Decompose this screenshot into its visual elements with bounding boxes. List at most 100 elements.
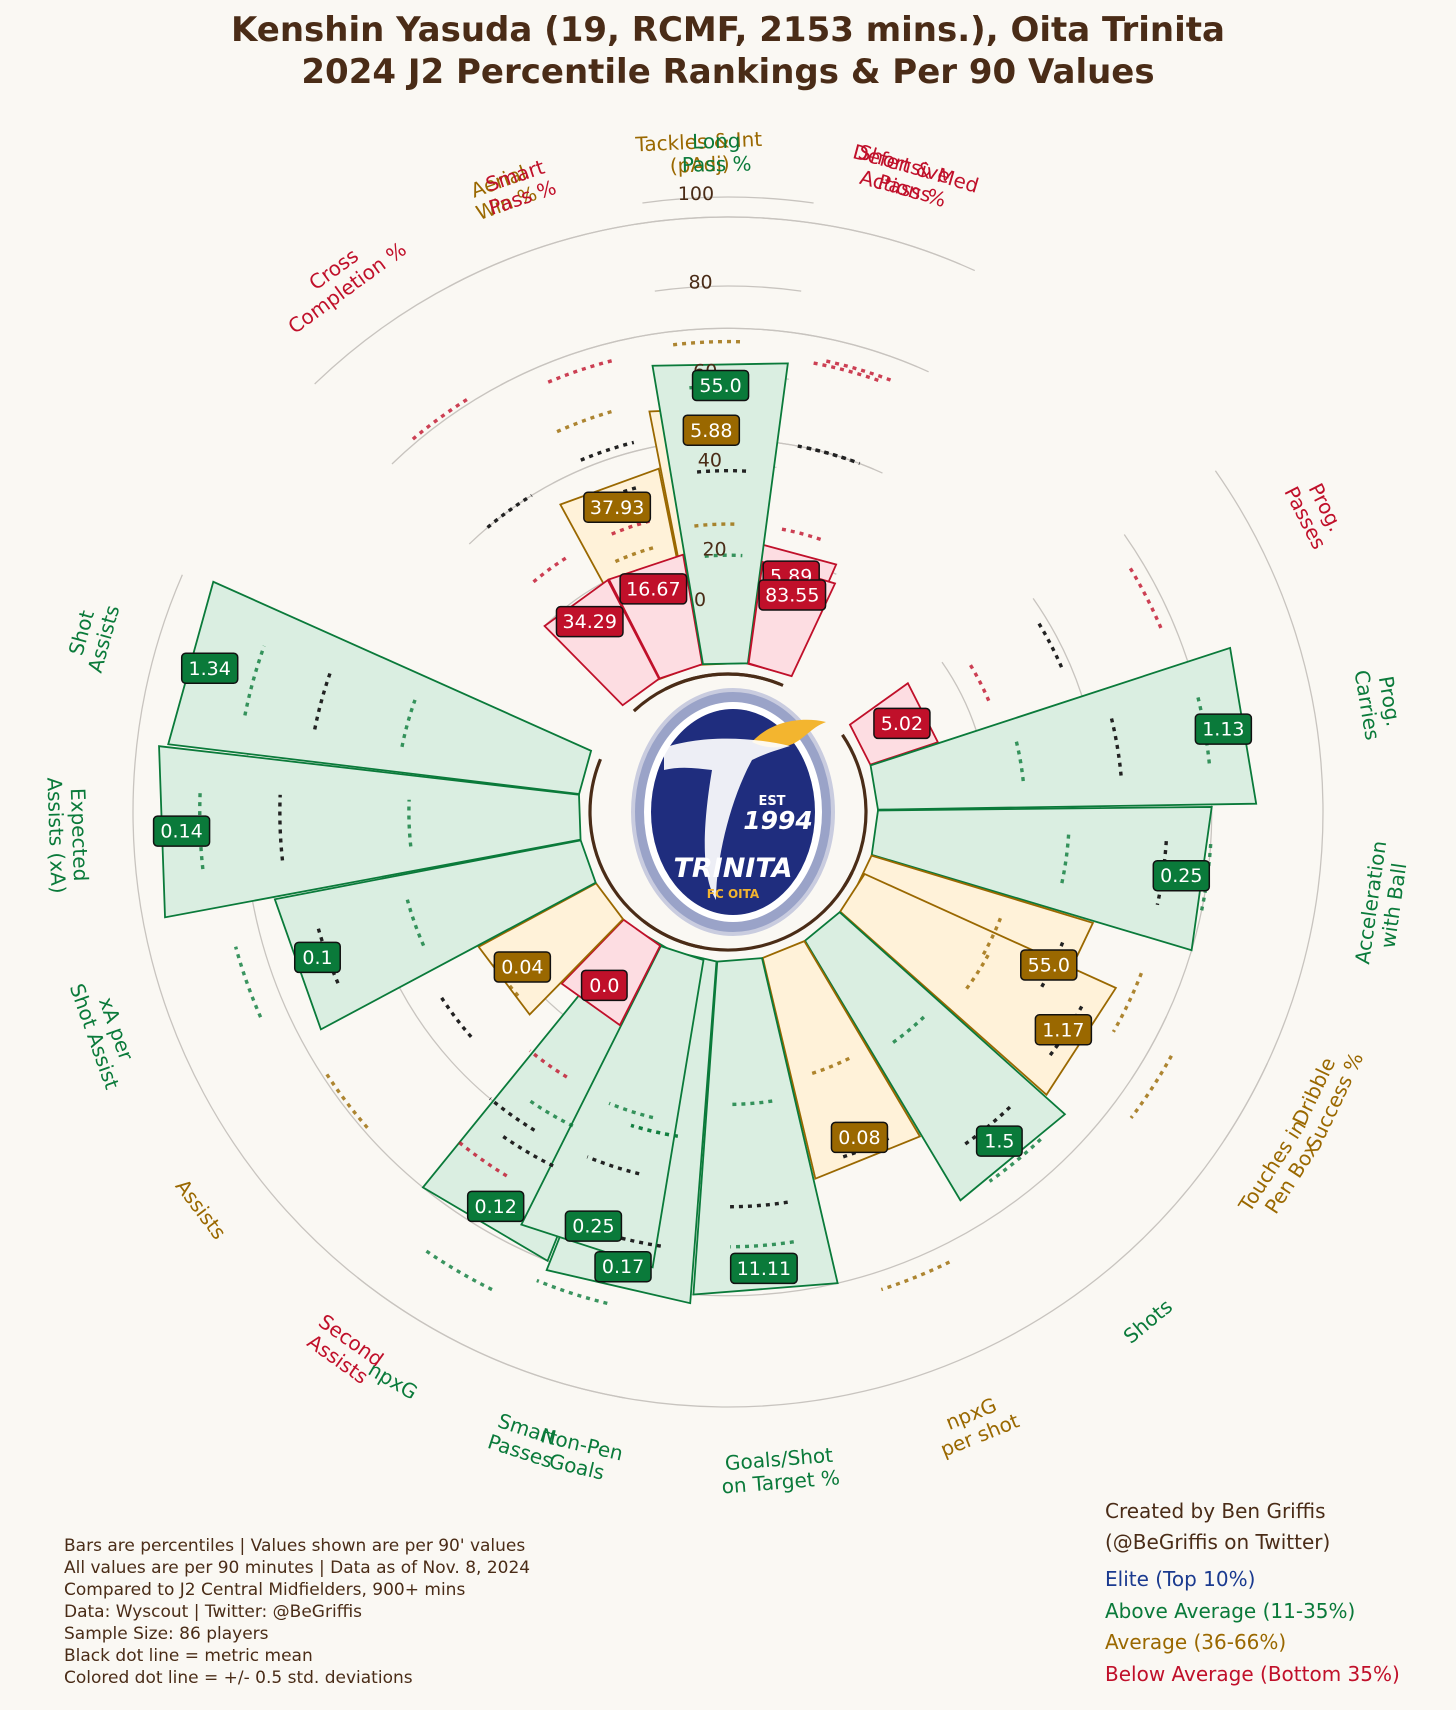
sd-low-dot-line <box>528 1049 568 1079</box>
sd-low-dot-line <box>890 1015 926 1045</box>
metric-label: CrossCompletion % <box>270 218 411 338</box>
gridline-arc <box>1214 470 1324 1141</box>
value-box <box>180 652 239 685</box>
club-logo: EST 1994 TRINITA FC OITA <box>631 688 835 936</box>
note-line: Black dot line = metric mean <box>64 1646 313 1666</box>
sd-low-dot-line <box>969 664 991 703</box>
mean-dot-line <box>278 794 285 861</box>
bar-xa-per-shot-assist <box>273 839 597 1031</box>
value-box <box>580 969 628 1002</box>
metric-label: Goals/Shoton Target % <box>719 1442 841 1498</box>
value-box <box>1034 1014 1093 1046</box>
mean-dot-line <box>1037 622 1065 672</box>
mean-dot-line <box>439 995 473 1038</box>
value-box <box>555 605 624 638</box>
bar-expected-assists-(xa) <box>158 745 582 919</box>
note-line: Compared to J2 Central Midfielders, 900+… <box>64 1580 466 1600</box>
credit-line: Created by Ben Griffis <box>1105 1499 1326 1523</box>
sd-low-dot-line <box>1059 834 1071 885</box>
group-arc-creating <box>588 758 702 950</box>
sd-low-dot-line <box>980 917 1003 958</box>
gridline-arc <box>391 327 929 465</box>
value-label: 1.13 <box>1202 719 1244 741</box>
value-label: 83.55 <box>765 584 819 606</box>
metric-label: LongPass % <box>681 128 751 176</box>
value-label: 37.93 <box>590 497 644 519</box>
value-label: 5.88 <box>690 420 732 442</box>
metric-label: ExpectedAssists (xA) <box>42 776 93 894</box>
group-arc-carrying <box>841 733 868 888</box>
value-label: 0.12 <box>475 1196 517 1218</box>
sd-low-dot-line <box>400 699 417 748</box>
sd-low-dot-line <box>1014 741 1026 785</box>
mean-dot-line <box>806 446 861 466</box>
mean-dot-line <box>1109 718 1123 776</box>
metric-label: Prog.Carries <box>1349 664 1407 741</box>
sd-low-dot-line <box>963 954 990 993</box>
svg-text:1994: 1994 <box>743 806 813 835</box>
gridline-arc <box>654 285 802 292</box>
sd-high-dot-line <box>1199 843 1213 915</box>
sd-high-dot-line <box>1129 1054 1173 1119</box>
value-label: 0.04 <box>501 956 543 978</box>
sd-low-dot-line <box>611 518 654 536</box>
tick-label: 40 <box>698 449 722 471</box>
legend-item-below: Below Average (Bottom 35%) <box>1105 1661 1400 1686</box>
credit-line: (@BeGriffis on Twitter) <box>1105 1530 1331 1554</box>
value-label: 0.25 <box>572 1216 614 1238</box>
value-box <box>564 1210 623 1242</box>
value-label: 1.17 <box>1042 1019 1084 1041</box>
metric-label: SmartPasses <box>485 1407 563 1472</box>
svg-text:FC OITA: FC OITA <box>707 887 760 901</box>
sd-high-dot-line <box>411 395 472 441</box>
sd-high-dot-line <box>423 1248 493 1292</box>
value-box <box>830 1121 889 1154</box>
sd-high-dot-line <box>454 1138 508 1178</box>
value-label: 1.5 <box>984 1131 1014 1153</box>
sd-high-dot-line <box>536 1278 608 1306</box>
sd-high-dot-line <box>672 339 743 347</box>
tick-label: 0 <box>694 589 706 611</box>
note-line: Data: Wyscout | Twitter: @BeGriffis <box>64 1602 362 1622</box>
sd-high-dot-line <box>813 361 879 382</box>
gridline-arc <box>642 196 814 204</box>
metric-label: Shots <box>1119 1294 1177 1348</box>
sd-low-dot-line <box>608 1101 654 1120</box>
metric-label: xA perShot Assist <box>65 973 146 1093</box>
mean-dot-line <box>313 669 333 730</box>
value-label: 34.29 <box>563 611 617 633</box>
metric-bars <box>158 362 1258 1305</box>
bar-prog.-carries <box>869 646 1258 811</box>
mean-dot-line <box>730 1200 788 1209</box>
mean-dot-line <box>586 1155 640 1176</box>
sd-high-dot-line <box>556 409 615 434</box>
value-box <box>1152 859 1211 892</box>
bar-goals/shot-on-target-% <box>692 957 839 1296</box>
svg-text:TRINITA: TRINITA <box>673 853 792 884</box>
value-box <box>619 573 688 605</box>
tier-legend: Elite (Top 10%) Above Average (11-35%) Ave… <box>1105 1564 1400 1690</box>
sd-high-dot-line <box>988 1137 1042 1183</box>
note-line: All values are per 90 minutes | Data as … <box>64 1558 531 1578</box>
sd-low-dot-line <box>694 522 737 528</box>
value-label: 0.14 <box>160 821 202 843</box>
value-label: 0.0 <box>589 975 619 997</box>
sd-high-dot-line <box>323 1070 369 1129</box>
metric-label: ShotAssists <box>61 596 125 675</box>
mean-dot-line <box>315 923 340 984</box>
gridline-arc <box>132 574 625 1399</box>
sd-low-dot-line <box>532 554 571 584</box>
value-label: 1.34 <box>189 658 231 680</box>
value-label: 11.11 <box>737 1258 791 1280</box>
method-notes: Bars are percentiles | Values shown are … <box>64 1535 530 1689</box>
mean-dot-line <box>1038 941 1065 991</box>
sd-high-dot-line <box>880 1260 951 1292</box>
metric-label: Prog.Passes <box>1279 472 1351 553</box>
value-box <box>1020 949 1078 981</box>
sd-high-dot-line <box>1111 972 1143 1033</box>
tick-label: 20 <box>702 538 726 560</box>
mean-dot-line <box>797 444 852 462</box>
metric-labels: AerialWin %Tackles & Int(pAdj) DefensiveA… <box>42 127 1411 1499</box>
